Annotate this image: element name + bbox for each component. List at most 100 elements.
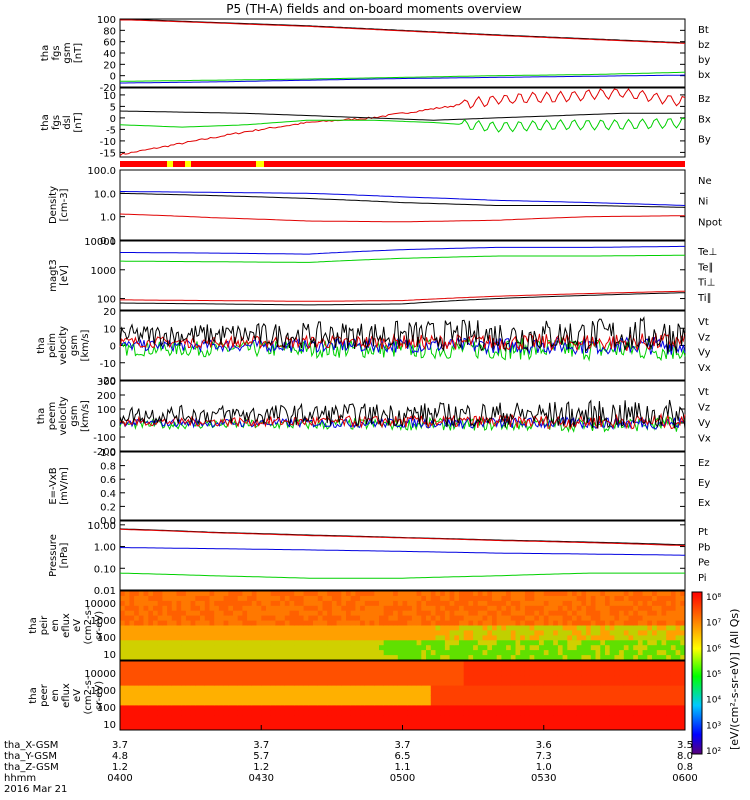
series-Ne	[119, 213, 685, 223]
y-tick-label: 0.10	[94, 564, 116, 575]
legend-Pi: Pi	[698, 573, 707, 584]
series-By	[119, 117, 686, 133]
x-axis-value: 0430	[249, 773, 274, 784]
y-tick-label: 1.0	[100, 213, 116, 224]
y-axis-label: velocity	[58, 326, 69, 365]
y-axis-label: eV	[72, 689, 83, 702]
y-tick-label: 1.00	[94, 543, 116, 554]
colorbar: 10⁸ 10⁷ 10⁶ 10⁵ 10⁴ 10³ 10² [eV/(cm²-s-sr-eV)]…	[691, 591, 741, 757]
panel-temperature: magt3 [eV] 10000 1000 100 Te⊥ Te∥ Ti⊥ Ti∥	[48, 237, 717, 311]
legend-Ez: Ez	[698, 458, 710, 469]
y-tick-label: 40	[103, 49, 116, 60]
y-axis-label: peem	[47, 402, 58, 430]
y-tick-label: 0.8	[100, 462, 116, 473]
y-axis-label: [mV/m]	[59, 467, 70, 505]
legend-Vz: Vz	[698, 332, 710, 343]
y-tick-label: 10	[103, 91, 116, 102]
y-tick-label: -5	[106, 125, 116, 136]
x-axis-value: 0530	[531, 773, 556, 784]
y-axis-label: eflux	[61, 613, 72, 638]
legend-bx: bx	[698, 70, 710, 81]
y-axis-label: magt3	[48, 259, 59, 292]
y-tick-label: 10	[103, 324, 116, 335]
y-axis-label: tha	[40, 114, 51, 130]
legend-Npot: Npot	[698, 217, 722, 228]
y-tick-label: 10.00	[87, 521, 116, 532]
series-Bx	[119, 110, 685, 121]
y-tick-label: 10.0	[94, 189, 116, 200]
y-axis-label: tha	[40, 45, 51, 61]
y-tick-label: 1.0	[100, 448, 116, 459]
y-axis-label: tha	[36, 408, 47, 424]
y-tick-label: 0.01	[94, 586, 116, 597]
x-axis-value: 8.0	[677, 751, 693, 762]
y-axis-label: [eV]	[59, 265, 70, 286]
series-Npot	[120, 191, 686, 206]
panel-peem_velocity: tha peem velocity gsm [km/s] 300 200 100 0 -100 -2…	[36, 377, 711, 458]
y-tick-label: 5	[110, 102, 116, 113]
y-axis-label: [nT]	[73, 112, 84, 132]
series-Vt	[119, 316, 686, 354]
legend-Ni: Ni	[698, 197, 708, 208]
panel-peim_velocity: tha peim velocity gsm [km/s] 20 10 0 -10 -20 Vt Vz V…	[36, 307, 711, 387]
y-axis-label: [nT]	[73, 43, 84, 63]
x-axis-value: 5.7	[253, 751, 269, 762]
y-tick-label: 100	[97, 703, 116, 714]
panel-frame	[119, 87, 686, 158]
x-axis-value: 3.7	[253, 740, 269, 751]
y-axis-label: Density	[48, 186, 59, 224]
y-axis-label: tha	[28, 687, 39, 703]
y-axis-label: [km/s]	[80, 400, 91, 432]
legend-Vx: Vx	[698, 434, 711, 445]
series-Pb	[119, 528, 686, 547]
y-axis-label: [km/s]	[80, 329, 91, 361]
y-axis-label: eflux	[61, 683, 72, 708]
y-tick-label: 300	[97, 377, 116, 388]
colorbar-tick: 10²	[706, 747, 721, 757]
legend-Te∥: Te∥	[697, 262, 714, 273]
x-axis-value: 1.2	[253, 762, 269, 773]
y-axis-label: sr-eV)	[94, 681, 105, 710]
y-axis-label: peim	[47, 333, 58, 358]
series-Ti⊥	[120, 254, 686, 263]
y-tick-label: 20	[103, 60, 116, 71]
y-tick-label: 200	[97, 391, 116, 402]
x-axis-value: 0600	[672, 773, 697, 784]
figure-title: P5 (TH-A) fields and on-board moments ov…	[226, 2, 522, 16]
legend-Bz: Bz	[698, 94, 710, 105]
x-axis-value: 0400	[107, 773, 132, 784]
legend-bz: bz	[698, 40, 710, 51]
series-bx	[120, 74, 685, 84]
panel-efield: E=-VxB [mV/m] 1.0 0.8 0.6 0.4 0.2 0.0 Ez Ey Ex	[48, 448, 710, 527]
x-axis-value: 3.5	[677, 740, 693, 751]
y-axis-label: (cm2-s-	[83, 676, 94, 714]
colorbar-label: [eV/(cm²-s-sr-eV)] (All Qs)	[728, 609, 741, 750]
x-axis-value: 4.8	[112, 751, 128, 762]
y-axis-label: en	[50, 619, 61, 632]
series-bz	[120, 19, 686, 44]
series-Te⊥	[120, 290, 686, 302]
series-Ti∥	[120, 245, 685, 255]
y-tick-label: 0.1	[100, 236, 116, 247]
y-tick-label: 100.0	[87, 166, 116, 177]
y-tick-label: 0	[110, 419, 116, 430]
legend-Ti∥: Ti∥	[697, 293, 712, 304]
x-axis-date: 2016 Mar 21	[4, 784, 67, 795]
panel-frame	[119, 451, 686, 521]
panel-frame	[119, 18, 686, 88]
y-tick-label: 100	[97, 405, 116, 416]
legend-Pb: Pb	[698, 542, 710, 553]
y-axis-label: en	[50, 689, 61, 702]
colorbar-tick: 10⁶	[706, 644, 721, 654]
x-axis-row-label: hhmm	[4, 773, 36, 784]
x-axis-row-label: tha_Z-GSM	[4, 762, 59, 773]
panel-frame	[119, 520, 686, 591]
series-Ni	[119, 192, 686, 208]
y-tick-label: 100	[97, 295, 116, 306]
y-tick-label: 100	[97, 633, 116, 644]
legend-Ti⊥: Ti⊥	[697, 278, 715, 289]
series-Pi	[119, 547, 685, 556]
